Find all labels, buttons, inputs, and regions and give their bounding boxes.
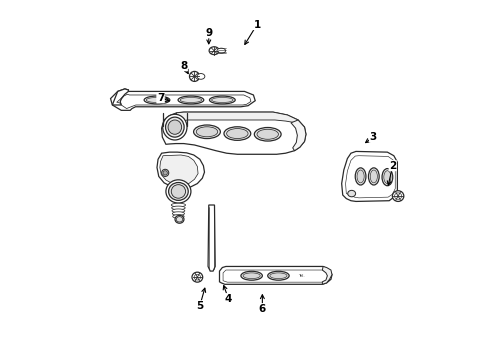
Ellipse shape xyxy=(226,129,247,139)
Text: 3: 3 xyxy=(369,132,376,142)
Ellipse shape xyxy=(171,203,185,207)
Ellipse shape xyxy=(172,212,184,215)
Ellipse shape xyxy=(176,217,183,222)
Ellipse shape xyxy=(168,120,181,134)
Ellipse shape xyxy=(197,73,204,79)
Ellipse shape xyxy=(224,127,250,140)
Polygon shape xyxy=(110,89,255,111)
Ellipse shape xyxy=(241,271,262,280)
Ellipse shape xyxy=(209,96,235,104)
Text: 4: 4 xyxy=(224,294,232,303)
Polygon shape xyxy=(223,270,327,282)
Ellipse shape xyxy=(171,206,185,210)
Text: 8: 8 xyxy=(180,61,187,71)
Ellipse shape xyxy=(168,183,188,201)
Ellipse shape xyxy=(254,127,281,141)
Polygon shape xyxy=(112,89,128,105)
Ellipse shape xyxy=(178,96,203,104)
Ellipse shape xyxy=(369,170,377,183)
Text: 1: 1 xyxy=(253,19,260,30)
Ellipse shape xyxy=(354,168,365,185)
Ellipse shape xyxy=(180,98,201,103)
Ellipse shape xyxy=(367,168,378,185)
Polygon shape xyxy=(219,266,331,284)
Text: 9: 9 xyxy=(205,28,212,38)
Ellipse shape xyxy=(193,125,220,139)
Text: 5: 5 xyxy=(196,301,203,311)
Polygon shape xyxy=(160,155,198,185)
Ellipse shape xyxy=(162,169,168,176)
Ellipse shape xyxy=(269,273,286,279)
Polygon shape xyxy=(290,120,305,151)
Ellipse shape xyxy=(192,272,203,282)
Ellipse shape xyxy=(196,127,217,137)
Ellipse shape xyxy=(243,273,260,279)
Polygon shape xyxy=(322,266,331,284)
Ellipse shape xyxy=(165,117,184,137)
Text: Tel.: Tel. xyxy=(297,274,304,278)
Polygon shape xyxy=(157,152,204,188)
Ellipse shape xyxy=(217,48,225,53)
Text: 2: 2 xyxy=(388,161,396,171)
Polygon shape xyxy=(162,112,305,154)
Polygon shape xyxy=(207,205,215,271)
Ellipse shape xyxy=(356,170,364,183)
Ellipse shape xyxy=(172,209,184,212)
Ellipse shape xyxy=(391,191,403,202)
Ellipse shape xyxy=(175,215,183,223)
Ellipse shape xyxy=(172,215,184,218)
Ellipse shape xyxy=(189,71,199,81)
Ellipse shape xyxy=(146,98,167,103)
Ellipse shape xyxy=(163,114,186,140)
Ellipse shape xyxy=(267,271,288,280)
Ellipse shape xyxy=(257,129,278,139)
Ellipse shape xyxy=(194,274,200,280)
Ellipse shape xyxy=(347,190,355,197)
Polygon shape xyxy=(341,152,397,202)
Ellipse shape xyxy=(171,185,185,198)
Polygon shape xyxy=(173,112,298,126)
Ellipse shape xyxy=(394,193,401,199)
Ellipse shape xyxy=(165,180,190,203)
Ellipse shape xyxy=(211,98,233,103)
Text: 6: 6 xyxy=(258,303,265,314)
Ellipse shape xyxy=(209,47,219,55)
Ellipse shape xyxy=(381,168,392,186)
Ellipse shape xyxy=(163,171,167,175)
Polygon shape xyxy=(345,156,394,198)
Text: 7: 7 xyxy=(157,93,164,103)
Polygon shape xyxy=(120,94,250,109)
Ellipse shape xyxy=(144,96,169,104)
Ellipse shape xyxy=(383,171,390,184)
